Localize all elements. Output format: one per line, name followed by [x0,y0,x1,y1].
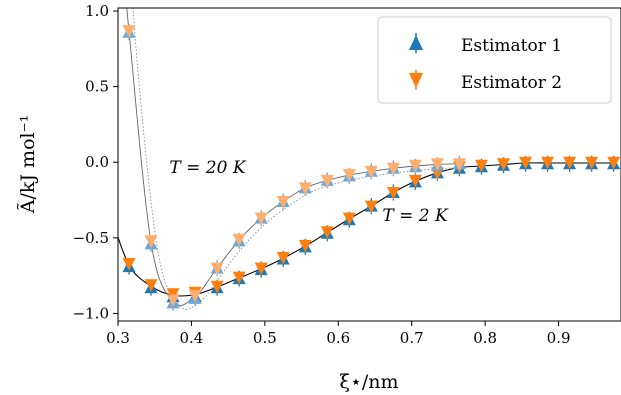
marker-estimator-2-t2k-6 [254,262,268,276]
y-axis: −1.0 −0.5 0.0 0.5 1.0 [73,2,118,322]
markers-layer [122,24,621,311]
annotation-t-2k: T = 2 K [382,206,449,226]
legend-entry-estimator-2: Estimator 2 [409,70,562,93]
marker-estimator-2-t2k-19 [541,156,555,170]
legend: Estimator 1 Estimator 2 [377,16,612,104]
marker-estimator-2-t20k-10 [342,168,356,182]
x-axis: 0.3 0.4 0.5 0.6 0.7 0.8 0.9 [106,321,571,347]
marker-estimator-2-t2k-21 [585,156,599,170]
legend-entry-estimator-1: Estimator 1 [409,33,562,56]
marker-estimator-2-t20k-11 [364,165,378,179]
marker-estimator-2-t2k-17 [497,158,511,171]
marker-estimator-2-t20k-3 [188,289,202,303]
marker-estimator-2-t2k-10 [342,212,356,226]
y-tick-label: −0.5 [73,229,109,247]
x-tick-label: 0.8 [473,329,497,347]
marker-estimator-2-t2k-12 [386,186,400,200]
marker-estimator-2-t20k-5 [232,233,246,247]
marker-estimator-2-t2k-9 [320,226,334,239]
marker-estimator-2-t20k-0 [122,25,136,38]
legend-label-estimator-2: Estimator 2 [461,73,562,93]
annotation-t-20k: T = 20 K [169,158,246,178]
marker-estimator-2-t20k-8 [298,182,312,195]
marker-estimator-2-t2k-4 [210,280,224,294]
x-tick-label: 0.4 [180,329,204,347]
marker-estimator-2-t20k-1 [144,235,158,248]
marker-estimator-2-t20k-9 [320,174,334,188]
x-tick-label: 0.6 [326,329,350,347]
marker-estimator-2-t20k-12 [386,162,400,176]
x-axis-label: ξ⋆/nm [339,371,398,393]
marker-estimator-2-t2k-22 [607,156,621,170]
legend-label-estimator-1: Estimator 1 [461,36,562,56]
marker-estimator-2-t2k-16 [474,159,488,173]
marker-estimator-2-t20k-14 [430,158,444,171]
marker-estimator-2-t2k-0 [122,258,136,271]
marker-estimator-2-t2k-11 [364,200,378,214]
legend-marker-estimator-1 [409,35,423,50]
legend-box [377,16,612,104]
y-tick-label: 0.5 [85,78,109,96]
legend-marker-estimator-2 [409,73,423,88]
marker-estimator-2-t2k-1 [144,279,158,292]
x-tick-label: 0.7 [400,329,424,347]
y-tick-label: 1.0 [85,2,109,20]
marker-estimator-2-t2k-18 [519,156,533,170]
marker-estimator-2-t20k-7 [276,196,290,209]
x-tick-label: 0.3 [106,329,130,347]
marker-estimator-2-t2k-8 [298,239,312,253]
reference-curve-t-20k [132,8,466,310]
x-tick-label: 0.9 [547,329,571,347]
marker-estimator-2-t2k-20 [563,156,577,170]
marker-estimator-2-t2k-7 [276,251,290,265]
marker-estimator-2-t2k-13 [408,174,422,188]
y-tick-label: −1.0 [73,304,109,322]
marker-estimator-2-t2k-5 [232,271,246,285]
marker-estimator-2-t20k-13 [408,159,422,173]
x-tick-label: 0.5 [253,329,277,347]
marker-estimator-2-t20k-4 [210,262,224,276]
marker-estimator-2-t20k-15 [452,158,466,171]
y-tick-label: 0.0 [85,153,109,171]
marker-estimator-2-t20k-6 [254,212,268,226]
fit-curve-t-2k [118,162,614,297]
plot-frame [117,7,621,322]
marker-estimator-2-t20k-2 [166,294,180,307]
y-axis-label: Ã/kJ mol⁻¹ [17,115,39,214]
